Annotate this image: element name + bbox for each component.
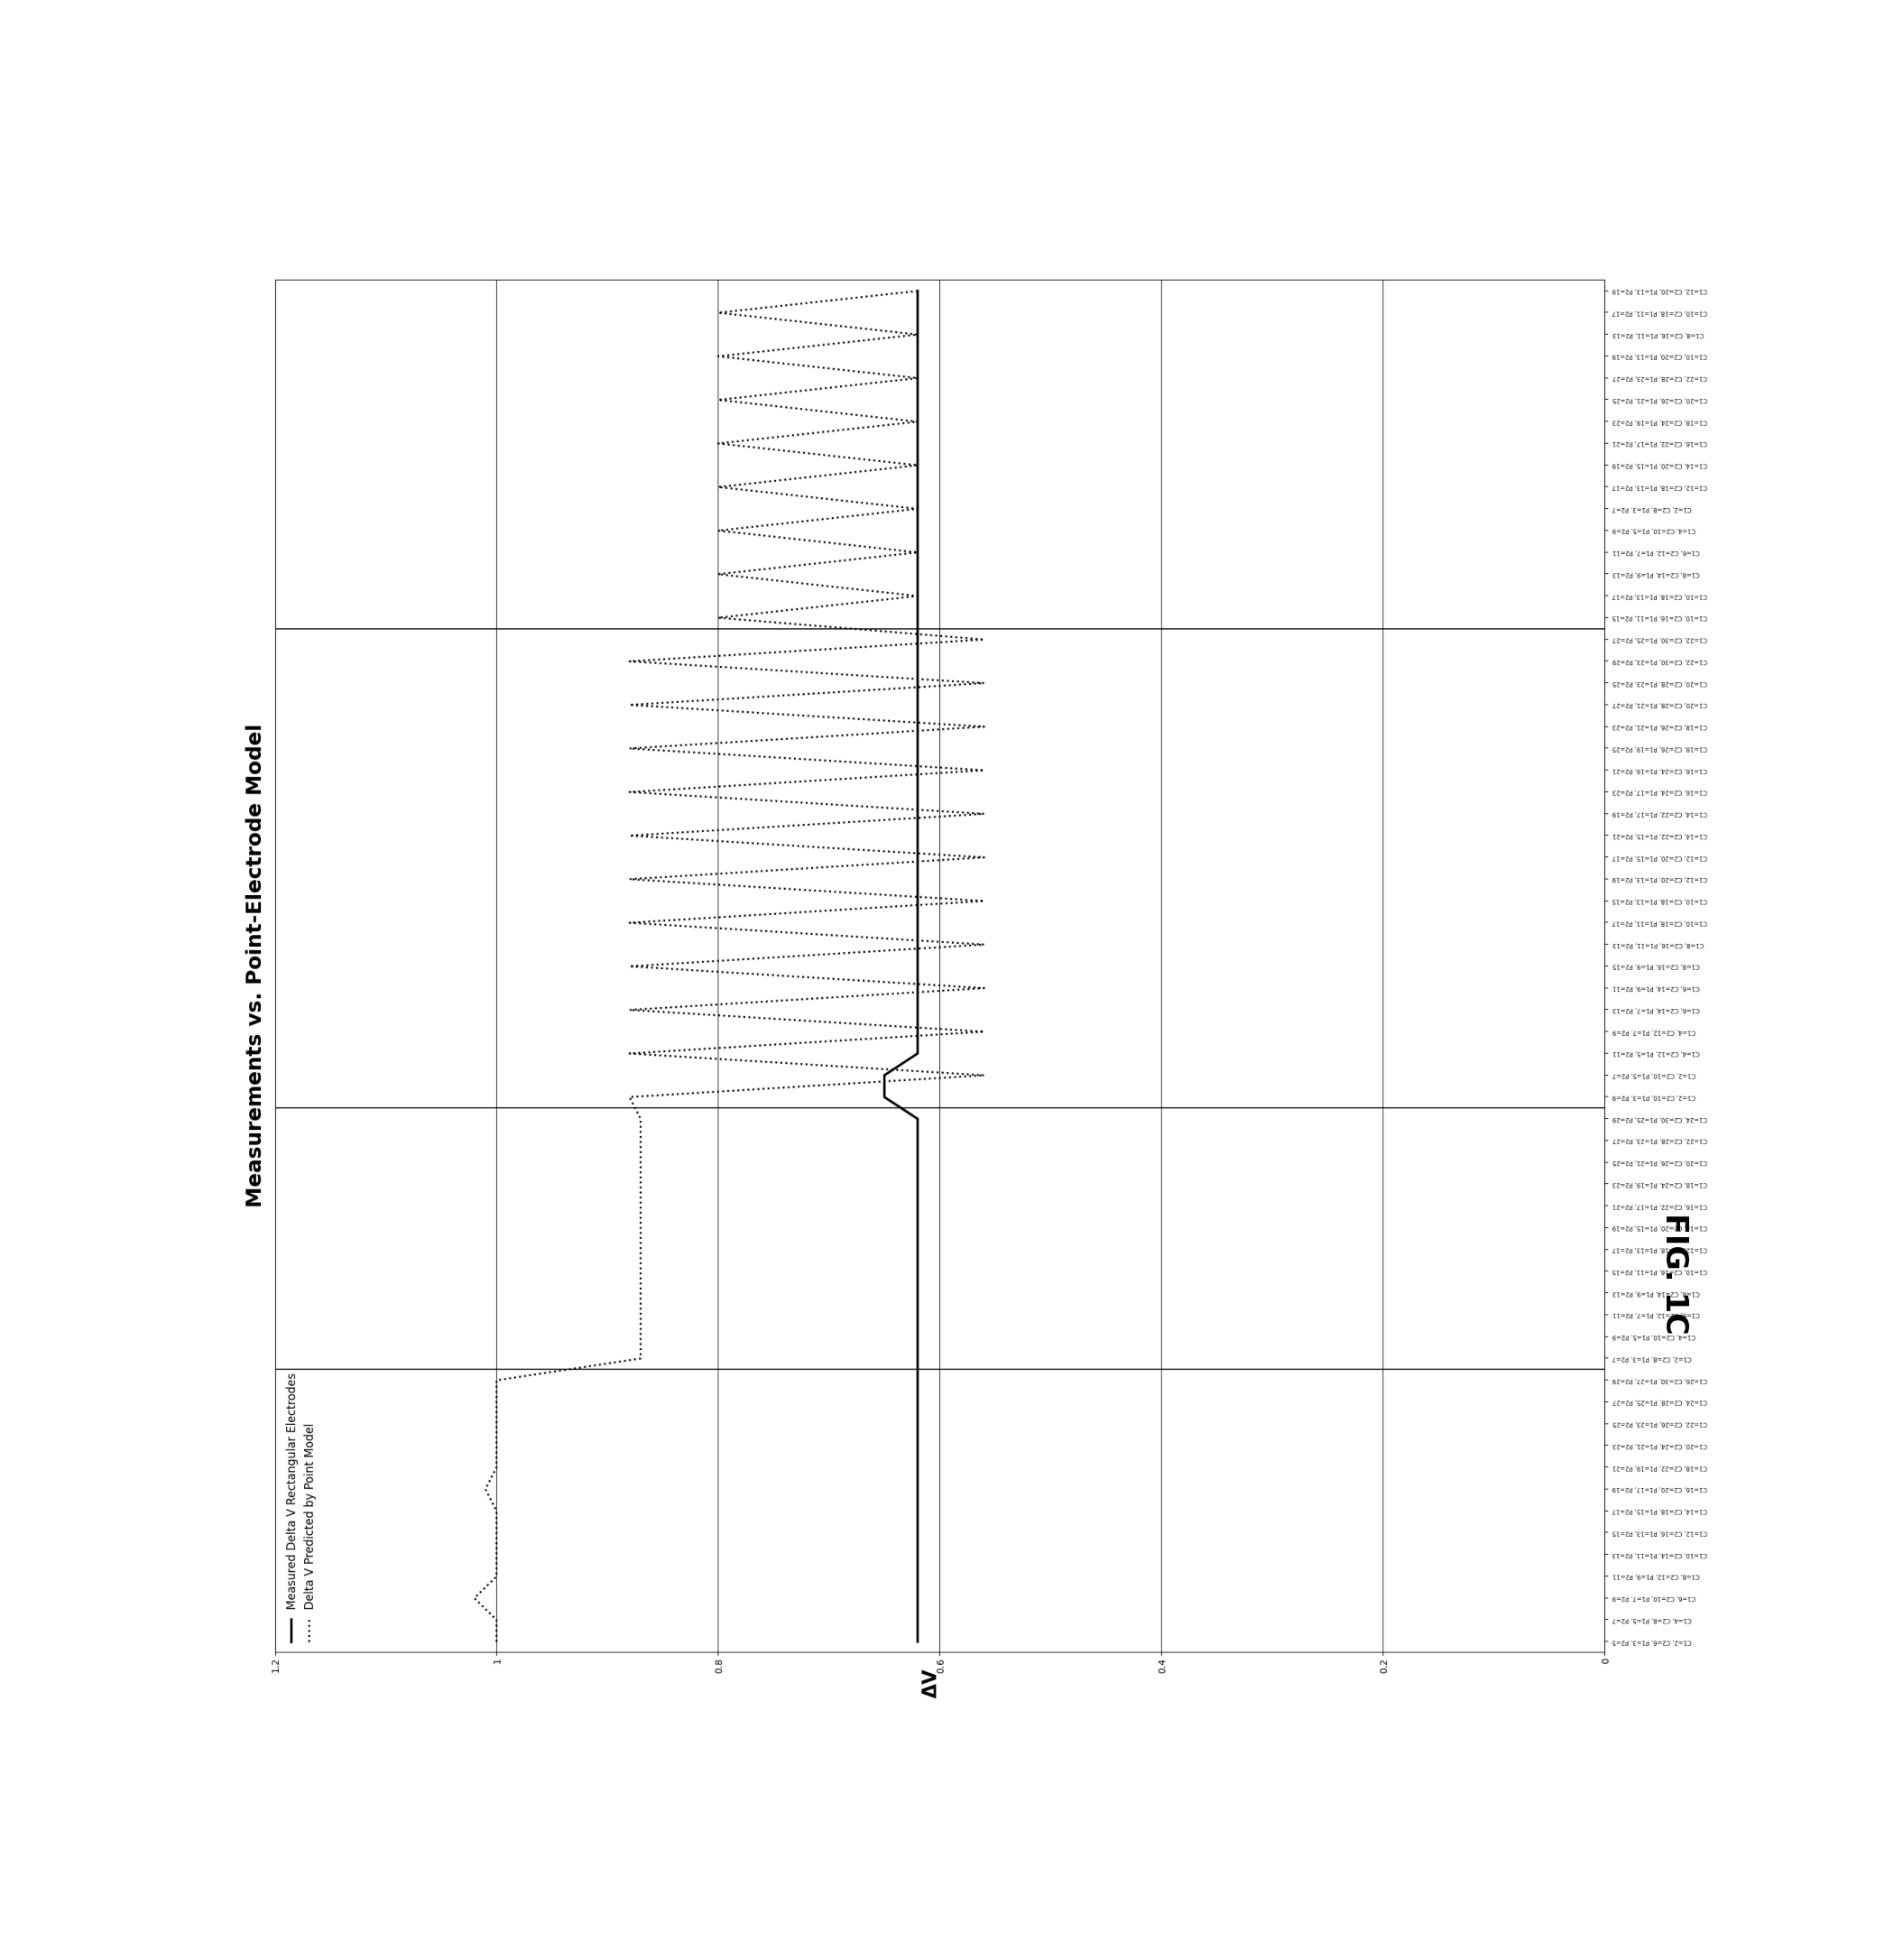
- Text: FIG. 1C: FIG. 1C: [1659, 1213, 1690, 1335]
